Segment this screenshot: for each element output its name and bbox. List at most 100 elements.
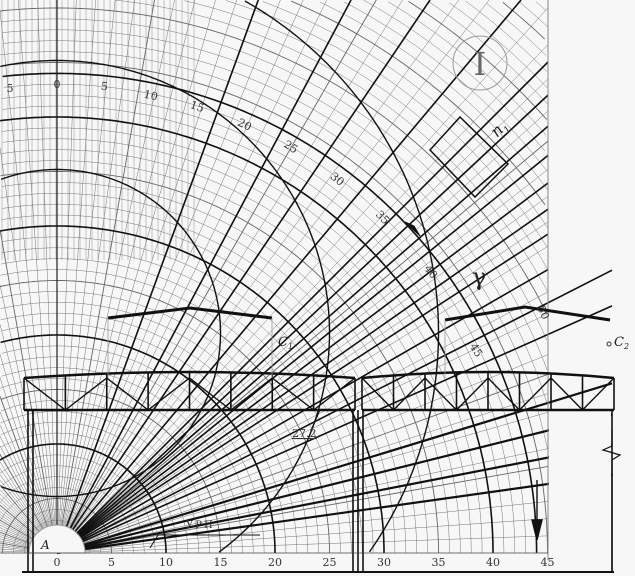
- grid-arc: [0, 7, 548, 315]
- grid-arc: [0, 149, 461, 553]
- grid-arc: [1, 62, 548, 553]
- grid-arc: [0, 476, 134, 553]
- grid-arc: [1, 345, 265, 553]
- grid-arc: [1, 247, 363, 553]
- arc-scale-label: 50: [534, 303, 552, 321]
- grid-ray: [56, 501, 549, 554]
- arrow-head: [404, 221, 421, 237]
- bold-lines: [28, 0, 613, 560]
- grid-arc: [0, 432, 178, 553]
- truss-diagonal: [147, 377, 190, 411]
- grid-arc: [0, 171, 439, 553]
- grid-ray: [56, 221, 549, 554]
- grid-arc: [2, 182, 428, 553]
- grid-arc: [0, 465, 145, 553]
- axis-tick-label: 0: [54, 556, 61, 569]
- normal-bracket: [428, 115, 510, 199]
- grid-arc: [2, 160, 450, 553]
- bold-arc-upper: [0, 168, 222, 498]
- grid-ray: [56, 393, 549, 554]
- sun-ray: [56, 182, 549, 554]
- truss-diagonal: [106, 377, 149, 411]
- point-c2-marker: [606, 341, 612, 347]
- sun-ray: [56, 0, 260, 554]
- grid-ray: [56, 0, 490, 554]
- grid-ray: [56, 411, 549, 554]
- truss-diagonal: [487, 377, 520, 411]
- truss-diagonal: [519, 377, 552, 411]
- grid-ray: [56, 535, 549, 554]
- grid-arc: [1, 367, 243, 553]
- grid-arc: [0, 51, 548, 449]
- grid-arc: [408, 1, 548, 120]
- grid-arc: [1, 127, 483, 553]
- building-section: [0, 305, 622, 573]
- grid-ray: [56, 44, 549, 554]
- grid-arc: [1, 356, 254, 553]
- shadow-ray: [56, 382, 613, 555]
- truss-diagonal: [64, 377, 108, 411]
- grid-arc: [502, 2, 546, 40]
- section-marker-label: I: [474, 45, 487, 83]
- grid-arc: [0, 411, 199, 553]
- truss-diagonal: [23, 377, 66, 411]
- sun-ray: [56, 305, 613, 554]
- shadow-ray: [56, 473, 613, 555]
- bold-arc: [0, 116, 494, 553]
- grid-ray: [56, 0, 196, 554]
- arc-scale-label: 5: [100, 80, 108, 94]
- grid-ray: [56, 245, 549, 554]
- arc-scale-label: 20: [235, 116, 253, 134]
- grid-ray: [56, 0, 116, 554]
- axis-tick-label: 45: [541, 556, 555, 569]
- dimension-leader: [311, 409, 321, 429]
- axis-tick-label: 40: [486, 556, 500, 569]
- grid-ray: [56, 0, 304, 554]
- grid-arc: [1, 94, 516, 553]
- grid-ray: [0, 229, 58, 554]
- grid-ray: [0, 10, 58, 554]
- grid-arc: [486, 3, 547, 56]
- sun-ray: [56, 94, 549, 554]
- axis-tick-label: 15: [214, 556, 228, 569]
- wall-break: [601, 430, 622, 572]
- truss-diagonal: [550, 377, 583, 411]
- grid-ray: [56, 0, 135, 554]
- labels: I n1 γ A C1 C2 УРП 27.2 5 0 51015202530354…: [7, 35, 629, 569]
- grid-arc: [363, 0, 545, 152]
- grid-ray: [56, 465, 549, 554]
- grid-arc: [428, 1, 548, 104]
- grid-arc: [519, 1, 548, 28]
- truss-diagonal: [361, 377, 394, 411]
- grid-ray: [56, 110, 549, 554]
- roof-lantern-right: [444, 305, 611, 322]
- truss-diagonal: [582, 377, 615, 411]
- grid-ray: [56, 0, 377, 554]
- grid-ray: [56, 0, 155, 554]
- bold-arc: [2, 72, 538, 553]
- sun-ray: [56, 0, 522, 554]
- roof-lantern-left: [107, 306, 273, 320]
- grid-arc: [319, 1, 548, 191]
- grid-ray: [0, 147, 58, 554]
- truss-diagonal: [230, 377, 273, 411]
- axis-tick-label: 35: [432, 556, 446, 569]
- down-arrow: [531, 480, 543, 541]
- truss-diagonal: [189, 377, 232, 411]
- gamma-label: γ: [472, 263, 486, 291]
- sun-ray: [56, 208, 549, 554]
- sun-ray: [56, 154, 549, 554]
- origin-disc: [28, 524, 86, 554]
- point-c1-label: C1: [278, 335, 293, 351]
- grid-ray: [56, 313, 549, 554]
- arc-scale-label: 40: [421, 262, 440, 281]
- grid-ray: [56, 518, 549, 554]
- level-leader: [149, 534, 260, 549]
- point-c2-label: C2: [614, 335, 629, 351]
- grid-arc: [1, 18, 548, 341]
- grid-ray: [56, 169, 549, 554]
- grid-arc: [0, 389, 221, 553]
- axis-tick-label: 5: [108, 556, 115, 569]
- grid-ray: [56, 291, 549, 554]
- bold-arc-upper: [244, 0, 440, 553]
